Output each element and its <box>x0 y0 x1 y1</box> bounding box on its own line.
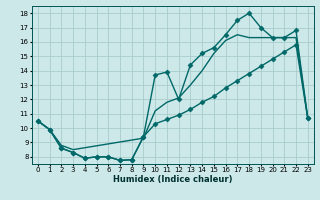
X-axis label: Humidex (Indice chaleur): Humidex (Indice chaleur) <box>113 175 233 184</box>
